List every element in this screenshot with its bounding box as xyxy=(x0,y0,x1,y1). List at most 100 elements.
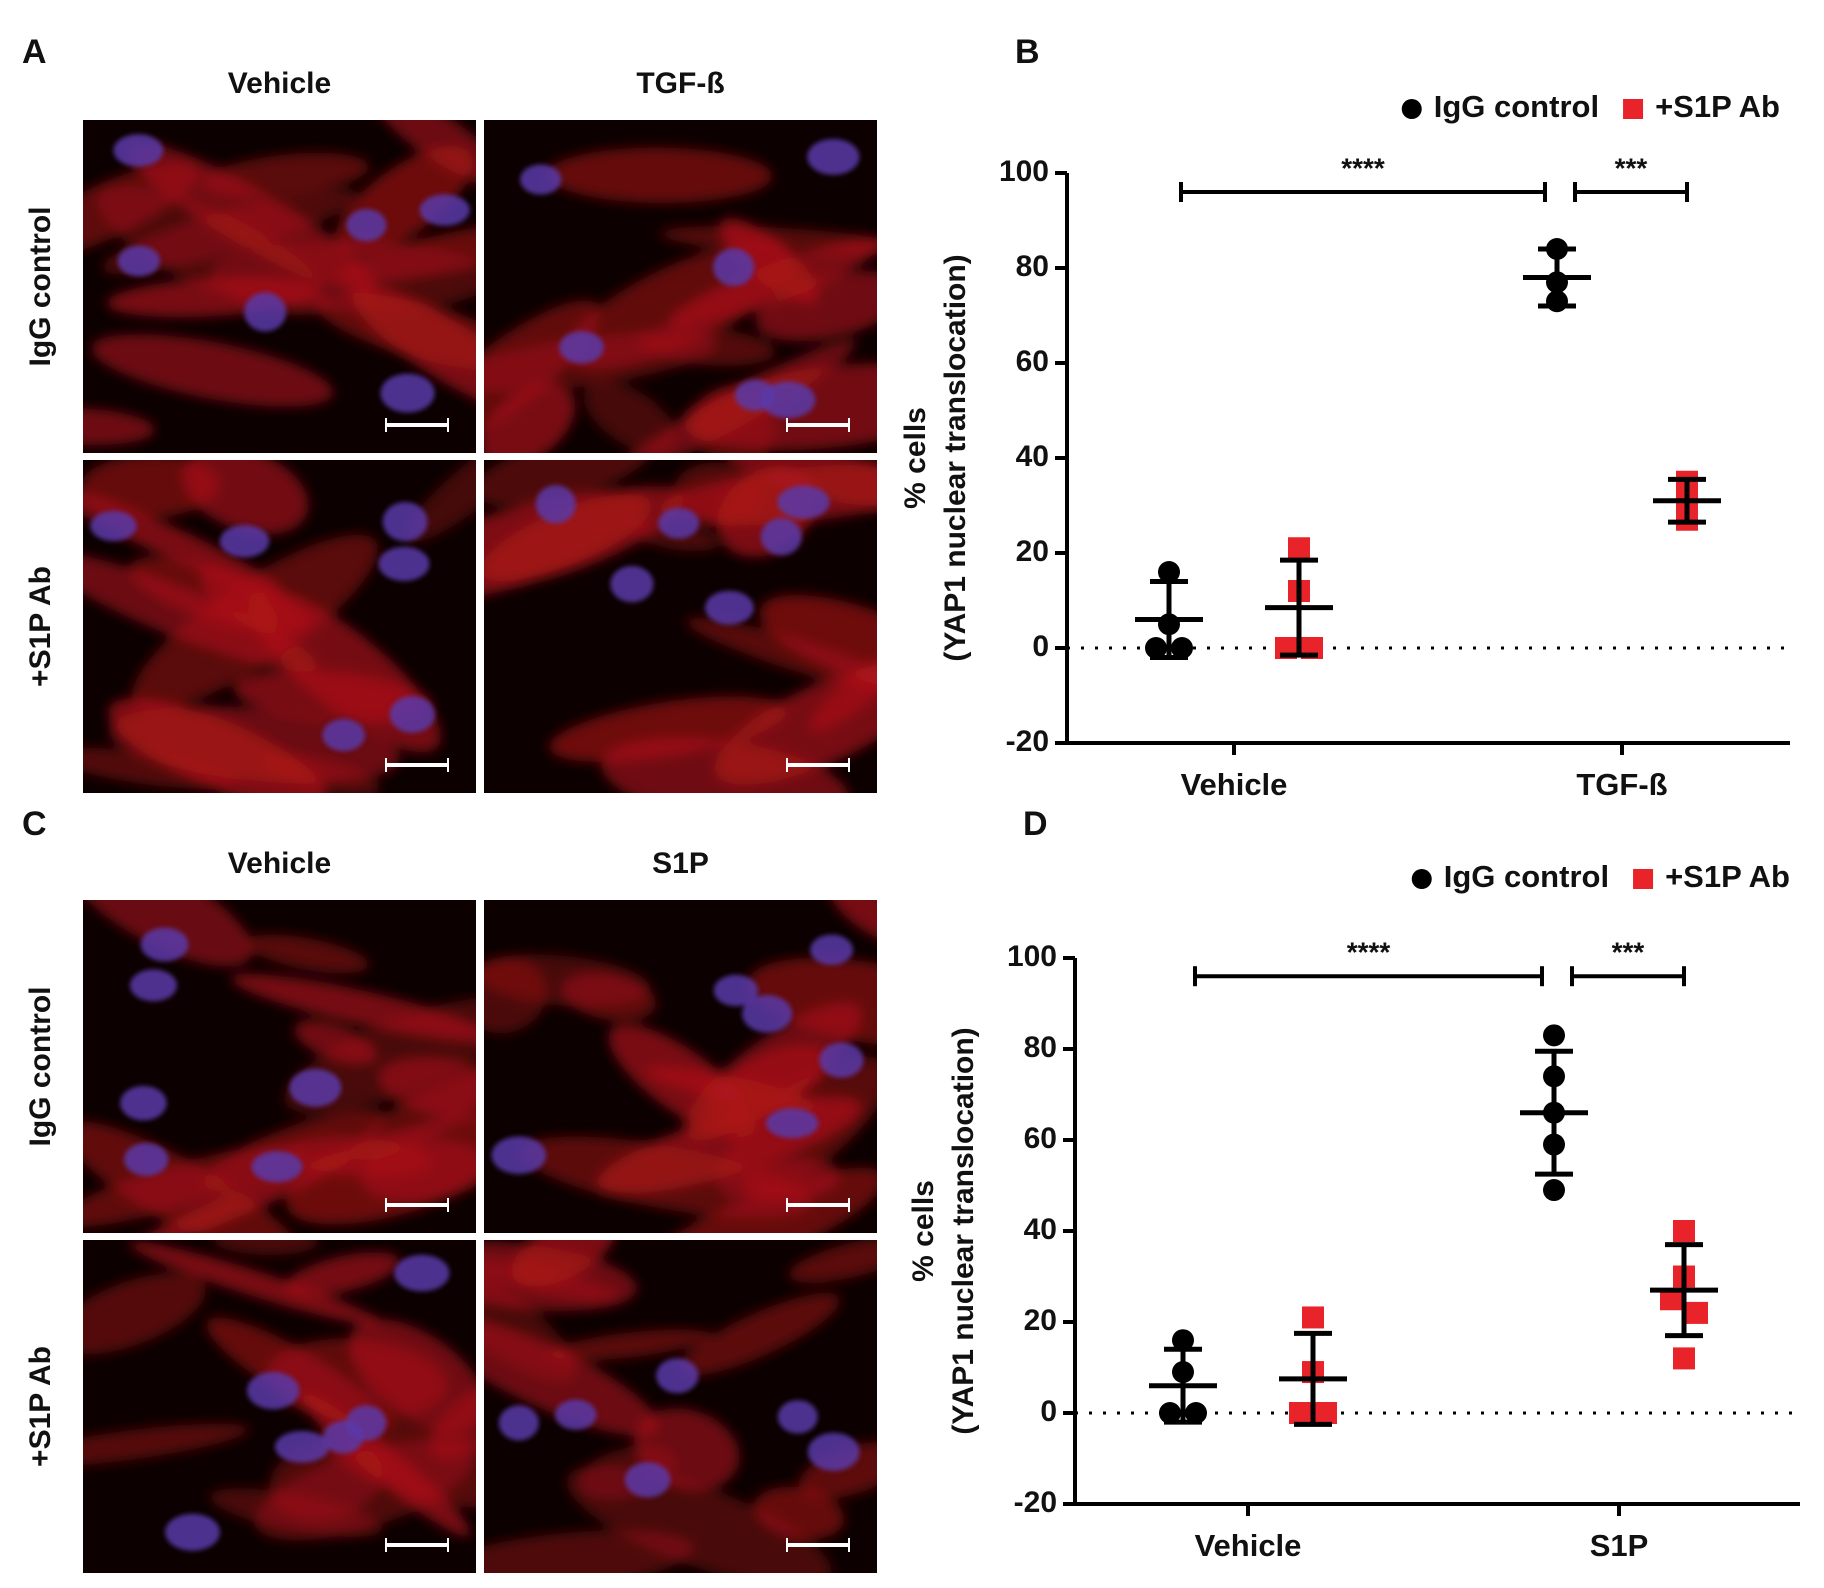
x-tick-label: Vehicle xyxy=(1181,767,1288,802)
nucleus xyxy=(535,485,576,524)
cell xyxy=(96,185,330,316)
data-point xyxy=(1185,1402,1207,1424)
cell xyxy=(484,1314,659,1436)
panel-letter: C xyxy=(22,805,47,843)
data-point xyxy=(1159,1402,1181,1424)
y-tick-label: 60 xyxy=(1016,345,1049,378)
data-point xyxy=(1171,637,1193,659)
micrograph xyxy=(484,900,877,1233)
nucleus xyxy=(520,164,562,195)
micrograph xyxy=(83,1240,476,1573)
y-axis-label: % cells xyxy=(907,1180,940,1282)
data-point xyxy=(1288,537,1310,560)
nucleus xyxy=(346,208,387,242)
nuclei xyxy=(535,485,830,625)
nucleus xyxy=(165,1513,220,1551)
y-axis-label: (YAP1 nuclear translocation) xyxy=(947,1027,980,1434)
x-tick-label: Vehicle xyxy=(1195,1528,1302,1563)
cell xyxy=(315,292,476,371)
nucleus xyxy=(807,1432,860,1472)
nucleus xyxy=(765,1108,819,1139)
cell xyxy=(108,698,328,793)
row-label: +S1P Ab xyxy=(24,1346,57,1467)
nucleus xyxy=(624,1462,671,1498)
nucleus xyxy=(742,995,793,1033)
y-tick-label: 60 xyxy=(1024,1122,1057,1155)
nucleus xyxy=(760,518,802,556)
data-point xyxy=(1315,1402,1337,1424)
cell xyxy=(584,381,678,453)
cell xyxy=(285,1252,401,1296)
row-label: IgG control xyxy=(24,207,57,367)
legend-label: +S1P Ab xyxy=(1665,859,1790,894)
nucleus xyxy=(322,719,366,752)
cell xyxy=(245,934,370,974)
y-tick-label: 80 xyxy=(1024,1031,1057,1064)
nucleus xyxy=(810,934,854,966)
legend-marker xyxy=(1623,99,1644,119)
micrograph xyxy=(484,120,877,453)
nucleus xyxy=(394,1254,450,1292)
cell xyxy=(254,1439,475,1541)
data-point xyxy=(1686,1301,1708,1324)
cell xyxy=(546,147,773,203)
cell xyxy=(234,670,432,724)
cells xyxy=(484,900,877,1233)
column-label: TGF-ß xyxy=(636,67,724,100)
nuclei xyxy=(120,927,342,1183)
significance-label: *** xyxy=(1612,937,1645,968)
micrograph xyxy=(484,460,877,793)
nucleus xyxy=(140,927,189,962)
nucleus xyxy=(345,1405,387,1441)
nucleus xyxy=(120,1085,167,1121)
nucleus xyxy=(289,1068,342,1107)
cell xyxy=(284,997,476,1114)
cell xyxy=(484,490,652,605)
cell xyxy=(83,900,253,967)
micrograph xyxy=(83,900,476,1233)
y-tick-label: 100 xyxy=(999,155,1049,188)
cell xyxy=(132,534,379,710)
nucleus xyxy=(274,1430,330,1463)
cell xyxy=(83,408,155,446)
panel-letter: D xyxy=(1023,805,1048,843)
legend-marker xyxy=(1401,99,1422,119)
nucleus xyxy=(559,331,604,364)
cell xyxy=(561,972,657,1021)
cells xyxy=(83,120,476,446)
y-tick-label: 80 xyxy=(1016,250,1049,283)
y-axis-label: (YAP1 nuclear translocation) xyxy=(939,254,972,661)
nucleus xyxy=(656,1358,699,1394)
row-label: +S1P Ab xyxy=(24,566,57,687)
legend-label: IgG control xyxy=(1434,89,1599,124)
nuclei xyxy=(491,934,864,1175)
cell xyxy=(638,1167,877,1233)
nucleus xyxy=(807,138,860,175)
cell xyxy=(91,334,334,407)
nucleus xyxy=(734,379,776,411)
nucleus xyxy=(554,1399,597,1430)
cell xyxy=(83,1273,206,1355)
nucleus xyxy=(251,1151,303,1183)
cell xyxy=(484,957,548,1034)
cell xyxy=(206,1317,390,1432)
cell xyxy=(788,1240,877,1283)
significance-label: **** xyxy=(1347,937,1391,968)
significance-label: *** xyxy=(1615,152,1648,183)
cell xyxy=(406,460,476,542)
nucleus xyxy=(382,502,428,542)
cell xyxy=(484,1530,694,1573)
nuclei xyxy=(165,1254,450,1551)
nucleus xyxy=(419,194,470,226)
nuclei xyxy=(498,1358,860,1498)
legend: +S1P Ab IgG control xyxy=(1411,859,1790,894)
data-point xyxy=(1302,1306,1324,1329)
y-tick-label: 100 xyxy=(1007,940,1057,973)
cell xyxy=(83,1423,250,1468)
nucleus xyxy=(777,485,830,519)
cell xyxy=(212,1240,320,1256)
data-point xyxy=(1158,561,1180,583)
nucleus xyxy=(498,1405,539,1441)
cell xyxy=(753,1486,845,1540)
nucleus xyxy=(117,245,161,277)
